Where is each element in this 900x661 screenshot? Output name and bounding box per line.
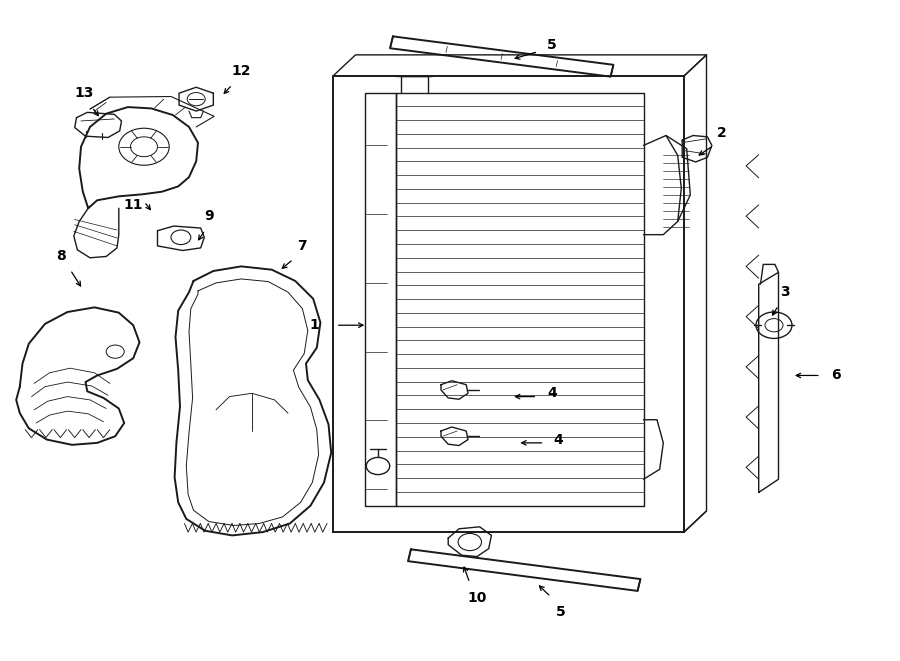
Text: 11: 11 [123, 198, 143, 212]
Text: 6: 6 [831, 368, 841, 383]
Text: 2: 2 [717, 126, 726, 140]
Text: 9: 9 [204, 209, 213, 223]
Text: 4: 4 [547, 386, 557, 401]
Text: 4: 4 [554, 432, 563, 447]
Text: 8: 8 [57, 249, 66, 263]
Text: 3: 3 [780, 285, 789, 299]
Text: 13: 13 [74, 87, 94, 100]
Text: 10: 10 [467, 591, 487, 605]
Text: 5: 5 [547, 38, 557, 52]
Text: 1: 1 [310, 318, 320, 332]
Text: 7: 7 [297, 239, 306, 253]
Text: 5: 5 [556, 605, 565, 619]
Text: 12: 12 [231, 64, 251, 78]
